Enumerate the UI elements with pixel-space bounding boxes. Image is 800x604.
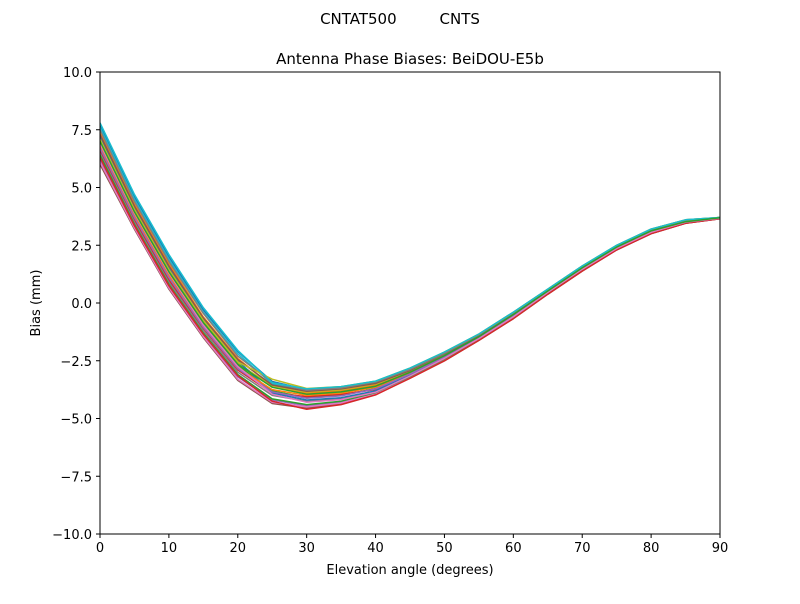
y-tick-label: −2.5 (60, 355, 92, 370)
series-line-17 (100, 129, 720, 392)
series-line-15 (100, 134, 720, 392)
series-line-3 (100, 150, 720, 398)
x-tick-label: 80 (643, 541, 660, 556)
series-line-11 (100, 145, 720, 397)
y-tick-label: 5.0 (71, 182, 92, 197)
series-line-1 (100, 131, 720, 394)
x-tick-label: 70 (574, 541, 591, 556)
x-tick-label: 10 (161, 541, 178, 556)
series-line-16 (100, 143, 720, 404)
figure-suptitle: CNTAT500 CNTS (320, 10, 480, 28)
series-line-20 (100, 140, 720, 395)
series-line-7 (100, 152, 720, 402)
series-line-0 (100, 124, 720, 391)
y-tick-label: 10.0 (63, 66, 92, 81)
y-tick-label: 0.0 (71, 297, 92, 312)
series-line-10 (100, 136, 720, 401)
series-line-18 (100, 138, 720, 390)
y-tick-label: −5.0 (60, 413, 92, 428)
x-tick-label: 30 (298, 541, 315, 556)
x-tick-label: 50 (436, 541, 453, 556)
series-line-19 (100, 122, 720, 390)
series-line-14 (100, 147, 720, 399)
x-tick-label: 90 (712, 541, 729, 556)
x-tick-label: 60 (505, 541, 522, 556)
series-line-13 (100, 157, 720, 411)
x-tick-label: 40 (367, 541, 384, 556)
y-tick-label: −10.0 (52, 528, 92, 543)
x-tick-label: 20 (230, 541, 247, 556)
y-tick-label: 7.5 (71, 124, 92, 139)
series-line-9 (100, 127, 720, 392)
y-tick-label: 2.5 (71, 239, 92, 254)
chart-title: Antenna Phase Biases: BeiDOU-E5b (276, 50, 544, 68)
x-axis-label: Elevation angle (degrees) (326, 563, 493, 578)
series-line-12 (100, 154, 720, 406)
series-line-2 (100, 143, 720, 399)
x-tick-label: 0 (96, 541, 104, 556)
y-tick-label: −7.5 (60, 470, 92, 485)
series-line-8 (100, 140, 720, 393)
y-axis-label: Bias (mm) (29, 270, 44, 337)
